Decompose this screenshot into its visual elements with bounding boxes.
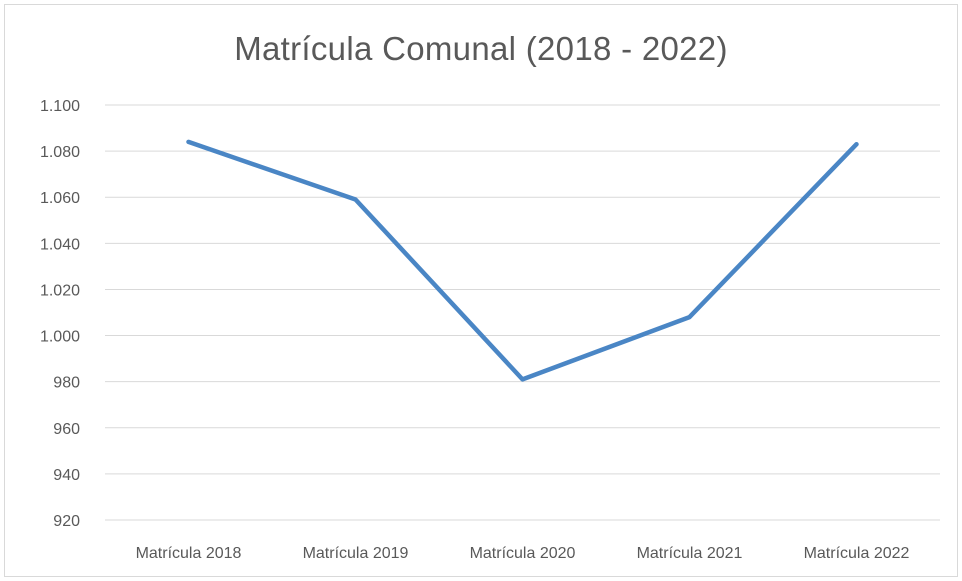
y-tick-label: 1.080 xyxy=(40,144,80,161)
chart-title: Matrícula Comunal (2018 - 2022) xyxy=(234,30,728,67)
x-tick-label: Matrícula 2018 xyxy=(136,545,242,562)
y-axis-ticks: 920 940 960 980 1.000 1.020 1.040 1.060 1.080 1.1… xyxy=(40,98,80,530)
x-axis-ticks: Matrícula 2018 Matrícula 2019 Matrícula 20… xyxy=(136,545,910,562)
y-tick-label: 1.060 xyxy=(40,190,80,207)
series-line xyxy=(186,139,859,382)
x-tick-label: Matrícula 2020 xyxy=(470,545,576,562)
y-tick-label: 1.020 xyxy=(40,282,80,299)
y-tick-label: 940 xyxy=(53,467,80,484)
series xyxy=(186,139,859,382)
y-tick-label: 1.100 xyxy=(40,98,80,115)
x-tick-label: Matrícula 2022 xyxy=(804,545,910,562)
y-tick-label: 960 xyxy=(53,421,80,438)
y-tick-label: 1.000 xyxy=(40,329,80,346)
gridlines xyxy=(105,104,940,521)
x-tick-label: Matrícula 2019 xyxy=(303,545,409,562)
y-tick-label: 1.040 xyxy=(40,236,80,253)
y-tick-label: 920 xyxy=(53,513,80,530)
y-tick-label: 980 xyxy=(53,375,80,392)
x-tick-label: Matrícula 2021 xyxy=(637,545,743,562)
chart-frame xyxy=(4,4,958,577)
